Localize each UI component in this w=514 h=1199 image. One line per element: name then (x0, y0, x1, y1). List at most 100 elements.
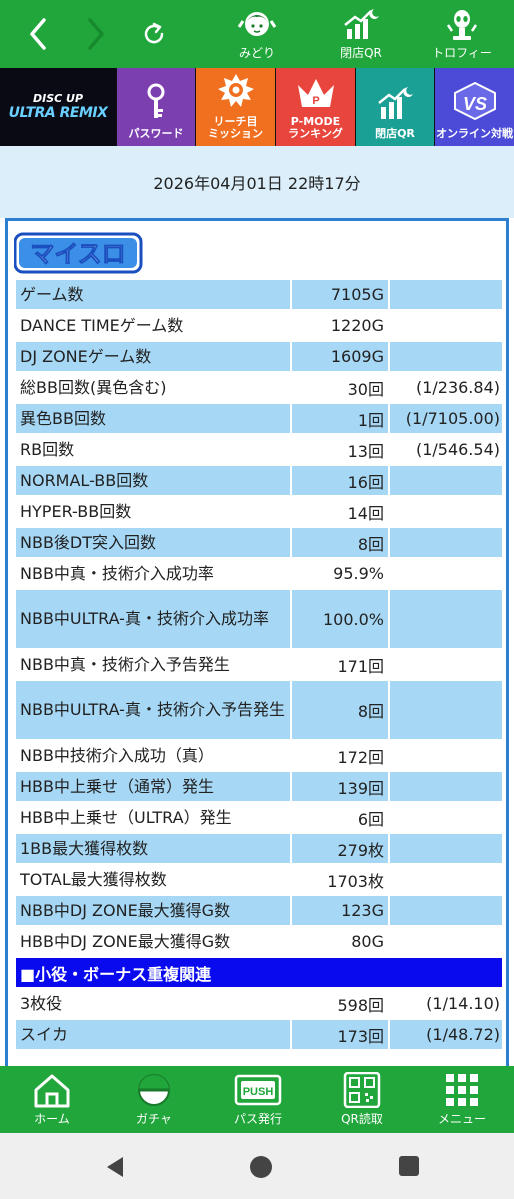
stat-value: 8回 (292, 528, 388, 557)
stat-label: RB回数 (16, 435, 290, 464)
table-row: NBB中DJ ZONE最大獲得G数 123G (16, 896, 506, 925)
menu-password[interactable]: パスワード (117, 68, 195, 146)
stat-value: 172回 (292, 741, 388, 770)
graph-moon-icon (341, 7, 381, 43)
crown-icon: P (294, 77, 338, 113)
menu-online-battle-label: オンライン対戦 (436, 127, 513, 140)
stat-value: 279枚 (292, 834, 388, 863)
stat-label: NORMAL-BB回数 (16, 466, 290, 495)
chevron-right-icon (88, 18, 104, 50)
nav-qr-read-label: QR読取 (341, 1112, 383, 1126)
system-nav-bar (0, 1133, 514, 1199)
system-back-icon[interactable] (104, 1155, 126, 1179)
nav-menu[interactable]: メニュー (422, 1066, 502, 1133)
stat-value: 13回 (292, 435, 388, 464)
table-row: NORMAL-BB回数 16回 (16, 466, 506, 495)
nav-menu-label: メニュー (437, 1112, 486, 1126)
stat-ratio (390, 342, 502, 371)
stat-value: 100.0% (292, 590, 388, 648)
trophy-button[interactable]: トロフィー (426, 0, 498, 68)
menu-pmode-ranking[interactable]: P P-MODE ランキング (276, 68, 355, 146)
stat-value: 1609G (292, 342, 388, 371)
nav-pass-issue[interactable]: PUSH パス発行 (216, 1066, 300, 1133)
svg-text:VS: VS (462, 94, 486, 114)
stat-label: HBB中上乗せ（通常）発生 (16, 772, 290, 801)
table-row: 異色BB回数 1回 (1/7105.00) (16, 404, 506, 433)
menu-reach-mission[interactable]: リーチ目 ミッション (196, 68, 275, 146)
menu-online-battle[interactable]: VS オンライン対戦 (435, 68, 514, 146)
midori-button[interactable]: みどり (222, 0, 292, 68)
menu-closing-qr[interactable]: 閉店QR (356, 68, 434, 146)
stat-label: HBB中上乗せ（ULTRA）発生 (16, 803, 290, 832)
stat-value: 6回 (292, 803, 388, 832)
qr-icon (343, 1072, 381, 1108)
stat-label: 異色BB回数 (16, 404, 290, 433)
nav-qr-read[interactable]: QR読取 (320, 1066, 404, 1133)
stat-ratio (390, 681, 502, 739)
vs-icon: VS (450, 81, 500, 125)
stat-value: 1703枚 (292, 865, 388, 894)
menu-strip: DISC UP ULTRA REMIX パスワード リーチ目 ミッション P P… (0, 68, 514, 146)
svg-text:P: P (312, 95, 319, 107)
stat-value: 14回 (292, 497, 388, 526)
nav-home[interactable]: ホーム (12, 1066, 92, 1133)
stat-ratio (390, 590, 502, 648)
stat-ratio: (1/7105.00) (390, 404, 502, 433)
trophy-alien-icon (442, 7, 482, 43)
system-home-icon[interactable] (249, 1155, 273, 1179)
nav-gacha[interactable]: ガチャ (114, 1066, 194, 1133)
stat-label: NBB中真・技術介入成功率 (16, 559, 290, 588)
stat-value: 8回 (292, 681, 388, 739)
mission-icon (211, 73, 261, 113)
stat-label: NBB後DT突入回数 (16, 528, 290, 557)
menu-pmode-ranking-label: P-MODE ランキング (288, 115, 343, 140)
stat-label: ゲーム数 (16, 280, 290, 309)
graph-moon-icon (375, 85, 415, 125)
stat-label: 3枚役 (16, 989, 290, 1018)
stat-ratio (390, 650, 502, 679)
menu-grid-icon (446, 1074, 478, 1106)
section-header: ■小役・ボーナス重複関連 (16, 958, 502, 987)
stat-ratio (390, 528, 502, 557)
game-logo[interactable]: DISC UP ULTRA REMIX (0, 68, 116, 146)
menu-closing-qr-label: 閉店QR (375, 127, 415, 140)
stat-ratio (390, 927, 502, 956)
stat-ratio (390, 803, 502, 832)
stat-ratio (390, 280, 502, 309)
character-icon (237, 7, 277, 43)
stat-value: 171回 (292, 650, 388, 679)
back-button[interactable] (18, 0, 58, 68)
stat-value: 16回 (292, 466, 388, 495)
stat-value: 123G (292, 896, 388, 925)
table-row: ゲーム数 7105G (16, 280, 506, 309)
midori-label: みどり (238, 46, 275, 60)
table-row: 総BB回数(異色含む) 30回 (1/236.84) (16, 373, 506, 402)
table-row: DANCE TIMEゲーム数 1220G (16, 311, 506, 340)
stat-ratio (390, 772, 502, 801)
top-bar: みどり 閉店QR トロフィー (0, 0, 514, 68)
myslo-panel: マイスロ ゲーム数 7105G DANCE TIMEゲーム数 1220G DJ ZONE… (5, 218, 509, 1066)
forward-button[interactable] (76, 0, 116, 68)
table-row: HBB中DJ ZONE最大獲得G数 80G (16, 927, 506, 956)
stat-label: DJ ZONEゲーム数 (16, 342, 290, 371)
gacha-icon (138, 1074, 170, 1106)
stat-value: 80G (292, 927, 388, 956)
stat-label: 1BB最大獲得枚数 (16, 834, 290, 863)
stat-ratio (390, 834, 502, 863)
bottom-nav: ホーム ガチャ PUSH パス発行 QR読取 メニュー (0, 1066, 514, 1133)
stat-label: TOTAL最大獲得枚数 (16, 865, 290, 894)
menu-reach-mission-label: リーチ目 ミッション (208, 115, 263, 140)
stat-label: NBB中ULTRA-真・技術介入予告発生 (16, 681, 290, 739)
system-recents-icon[interactable] (398, 1155, 420, 1177)
closing-qr-button[interactable]: 閉店QR (326, 0, 396, 68)
stat-ratio: (1/48.72) (390, 1020, 502, 1049)
stat-ratio: (1/546.54) (390, 435, 502, 464)
reload-icon (144, 22, 164, 44)
reload-button[interactable] (134, 0, 174, 68)
trophy-label: トロフィー (432, 46, 492, 60)
stat-ratio (390, 559, 502, 588)
chevron-left-icon (30, 18, 46, 50)
stat-ratio (390, 741, 502, 770)
stat-ratio (390, 896, 502, 925)
table-row: DJ ZONEゲーム数 1609G (16, 342, 506, 371)
